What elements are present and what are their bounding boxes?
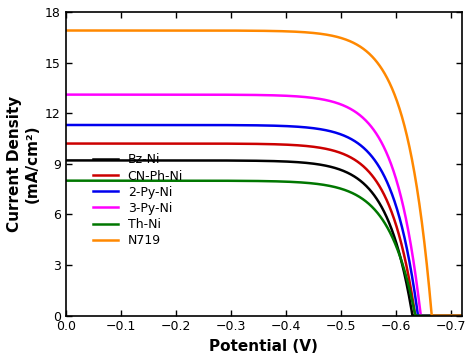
N719	[293, 30, 299, 34]
N719	[364, 49, 369, 53]
N719	[459, 313, 465, 318]
Th-Ni	[293, 180, 299, 184]
Bz-Ni	[303, 161, 309, 165]
2-Py-Ni	[404, 247, 410, 251]
Th-Ni	[364, 200, 369, 204]
3-Py-Ni	[404, 222, 410, 226]
N719	[87, 28, 93, 32]
CN-Ph-Ni	[303, 144, 309, 148]
Bz-Ni	[63, 158, 68, 162]
2-Py-Ni	[63, 123, 68, 127]
2-Py-Ni	[315, 127, 321, 131]
CN-Ph-Ni	[315, 145, 321, 149]
CN-Ph-Ni	[404, 266, 410, 270]
3-Py-Ni	[418, 313, 424, 318]
Th-Ni	[412, 313, 418, 318]
Bz-Ni	[404, 283, 410, 288]
Bz-Ni	[410, 313, 416, 318]
Line: 2-Py-Ni: 2-Py-Ni	[65, 125, 462, 316]
Y-axis label: Current Density
(mA/cm²): Current Density (mA/cm²)	[7, 96, 39, 232]
Bz-Ni	[364, 184, 369, 188]
2-Py-Ni	[459, 313, 465, 318]
Bz-Ni	[293, 160, 299, 164]
Line: CN-Ph-Ni: CN-Ph-Ni	[65, 144, 462, 316]
3-Py-Ni	[293, 94, 299, 99]
Th-Ni	[404, 277, 410, 282]
Bz-Ni	[87, 158, 93, 162]
Line: Th-Ni: Th-Ni	[65, 180, 462, 316]
Th-Ni	[459, 313, 465, 318]
2-Py-Ni	[87, 123, 93, 127]
Th-Ni	[315, 182, 321, 186]
CN-Ph-Ni	[63, 142, 68, 146]
CN-Ph-Ni	[364, 167, 369, 171]
N719	[404, 134, 410, 138]
3-Py-Ni	[303, 95, 309, 99]
Th-Ni	[63, 178, 68, 183]
N719	[429, 313, 435, 318]
Line: 3-Py-Ni: 3-Py-Ni	[65, 95, 462, 316]
N719	[63, 28, 68, 32]
CN-Ph-Ni	[459, 313, 465, 318]
3-Py-Ni	[87, 92, 93, 97]
3-Py-Ni	[63, 92, 68, 97]
Bz-Ni	[459, 313, 465, 318]
CN-Ph-Ni	[87, 142, 93, 146]
2-Py-Ni	[364, 148, 369, 152]
Legend: Bz-Ni, CN-Ph-Ni, 2-Py-Ni, 3-Py-Ni, Th-Ni, N719: Bz-Ni, CN-Ph-Ni, 2-Py-Ni, 3-Py-Ni, Th-Ni…	[88, 148, 188, 252]
Line: N719: N719	[65, 30, 462, 316]
2-Py-Ni	[293, 125, 299, 129]
N719	[303, 30, 309, 35]
2-Py-Ni	[303, 125, 309, 130]
CN-Ph-Ni	[293, 143, 299, 147]
Line: Bz-Ni: Bz-Ni	[65, 160, 462, 316]
X-axis label: Potential (V): Potential (V)	[210, 339, 318, 354]
Bz-Ni	[315, 162, 321, 166]
3-Py-Ni	[364, 119, 369, 123]
3-Py-Ni	[315, 96, 321, 101]
2-Py-Ni	[416, 313, 421, 318]
CN-Ph-Ni	[412, 313, 418, 318]
Th-Ni	[303, 180, 309, 185]
N719	[315, 31, 321, 36]
3-Py-Ni	[459, 313, 465, 318]
Th-Ni	[87, 178, 93, 183]
